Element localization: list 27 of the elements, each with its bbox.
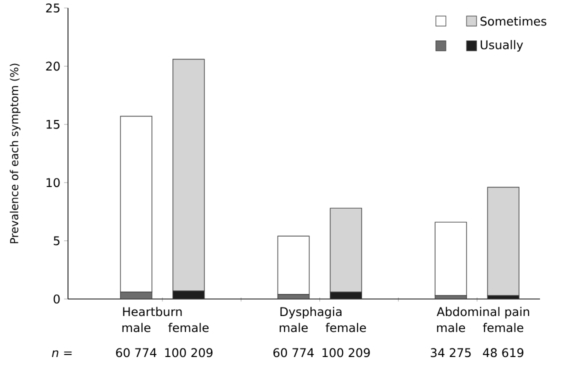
text: n = (52, 350, 72, 357)
y-tick-label: 5 (54, 236, 60, 246)
x-tick-label: female (168, 322, 209, 332)
y-tick-label: 20 (46, 62, 60, 71)
text: Dysphagia (280, 306, 342, 318)
text: 60 774 (273, 348, 314, 358)
x-tick-label: female (326, 322, 366, 332)
text: 100 209 (322, 348, 370, 358)
text: 60 774 (116, 348, 156, 358)
y-tick-label: 25 (46, 3, 60, 13)
legend-label: Usually (480, 40, 524, 52)
y-axis-title: Prevalence of each symptom (%) (10, 64, 20, 244)
text: 34 275 (430, 348, 471, 358)
bar (487, 186, 520, 296)
x-tick-label: male (280, 322, 308, 332)
y-tick-label: 0 (54, 294, 60, 304)
text: 48 619 (482, 348, 524, 358)
x-tick-label: female (482, 322, 524, 332)
legend-label: Sometimes (480, 16, 546, 26)
y-tick-label: 15 (46, 120, 60, 129)
bar (434, 222, 467, 296)
text: Abdominal pain (436, 306, 530, 318)
y-tick-label: 10 (46, 178, 60, 188)
text: Heartburn (123, 306, 182, 316)
x-tick-label: male (122, 322, 150, 332)
text: 100 209 (165, 348, 212, 358)
x-tick-label: male (437, 322, 466, 332)
